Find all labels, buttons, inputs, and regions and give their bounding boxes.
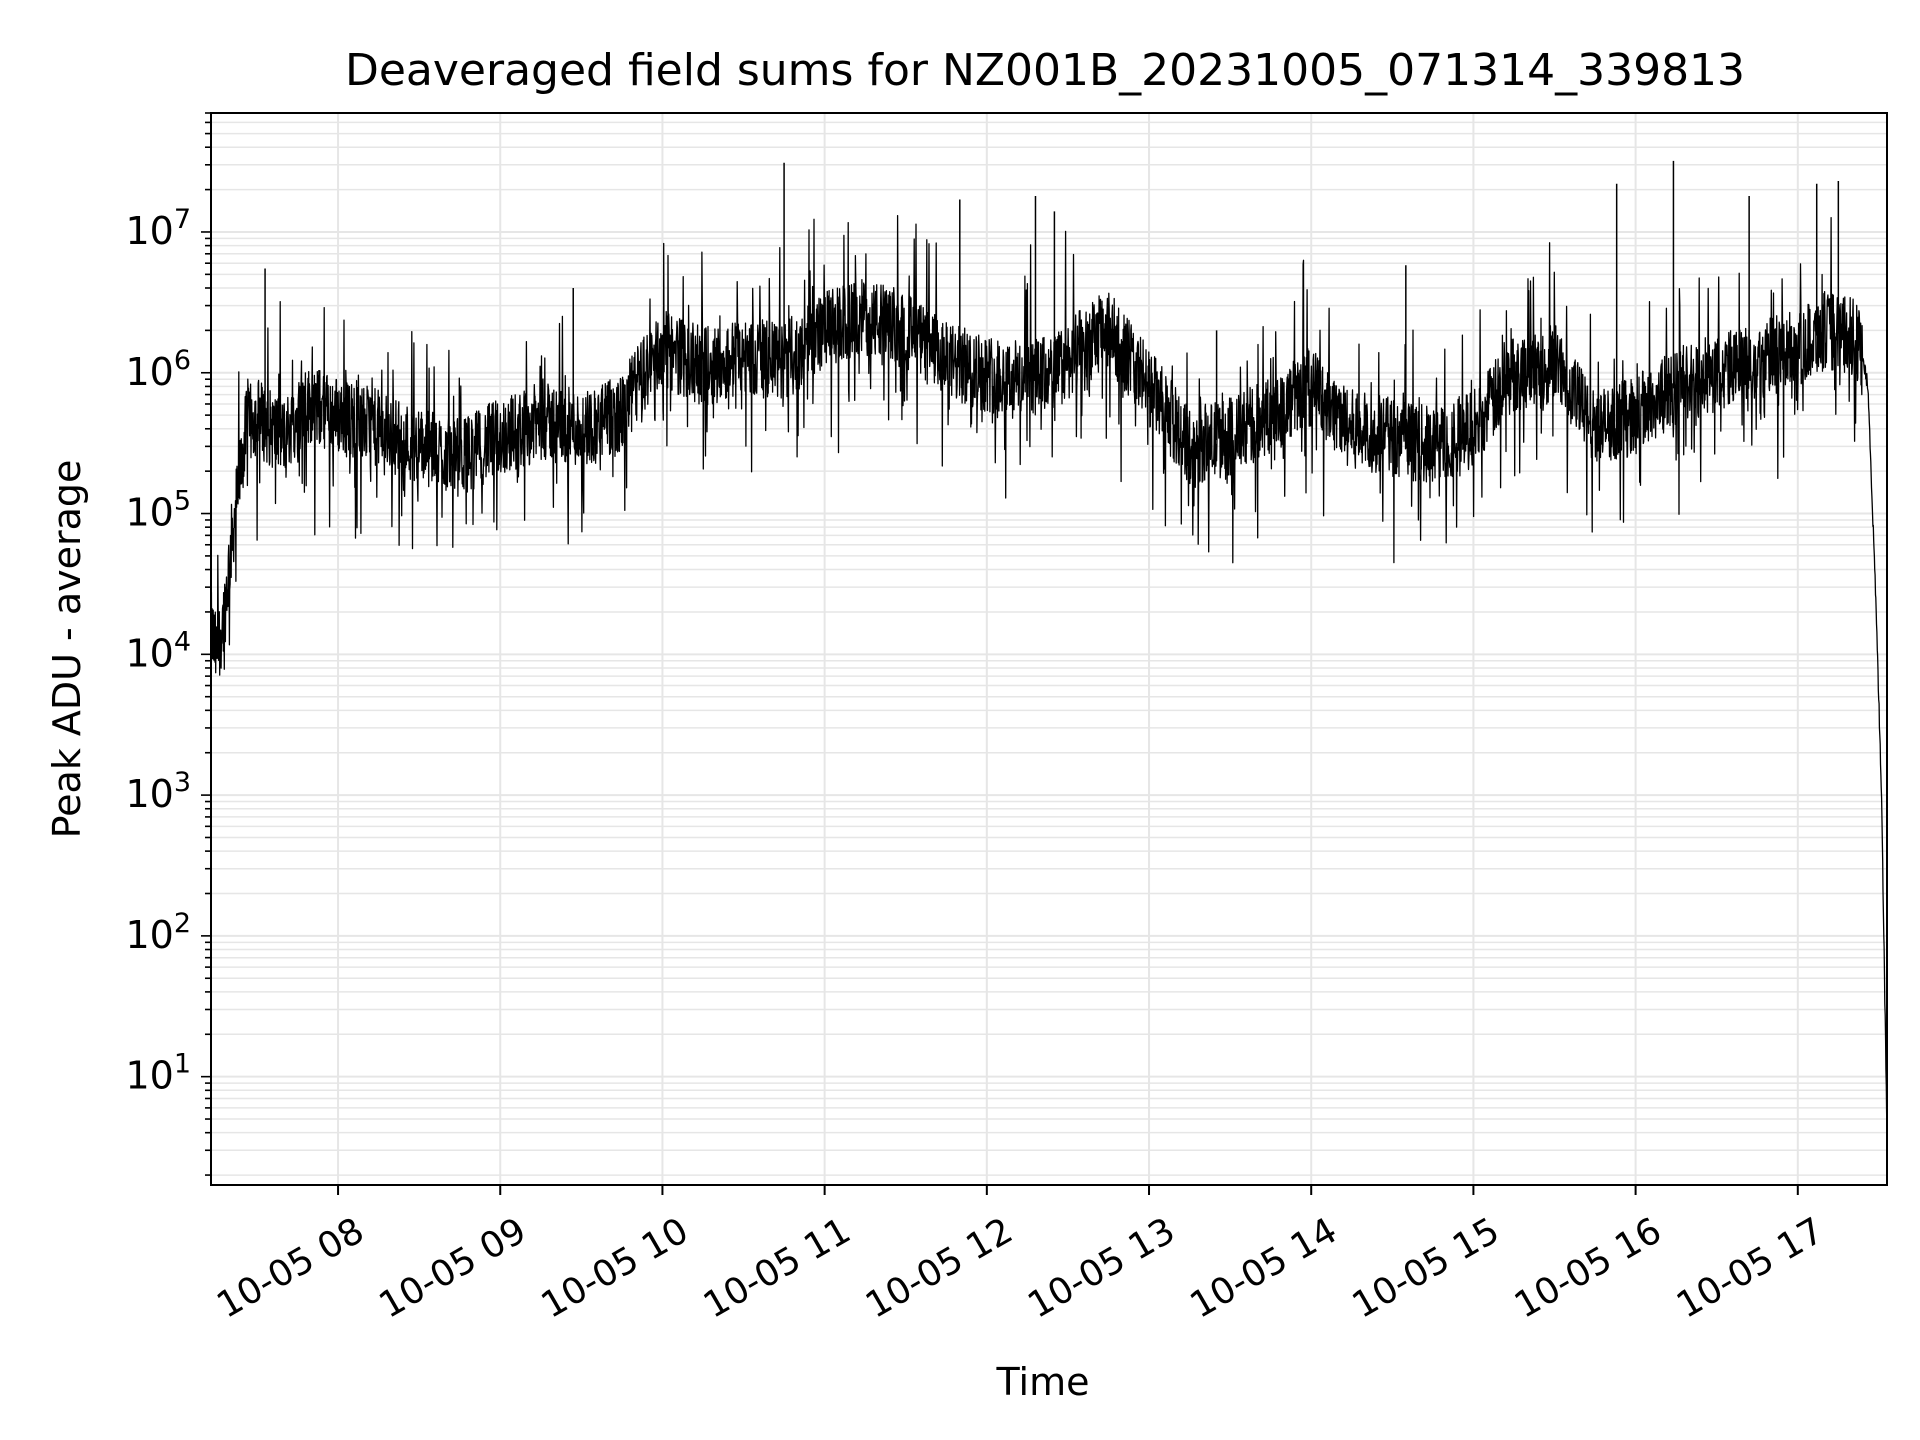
y-tick-label: 105 <box>125 486 191 535</box>
data-line-layer <box>210 160 1888 1138</box>
y-tick-label: 102 <box>125 908 191 957</box>
grid-layer <box>211 112 1887 1185</box>
y-axis-label: Peak ADU - average <box>45 460 89 839</box>
y-tick-label: 107 <box>125 204 191 253</box>
y-tick-label: 104 <box>125 626 191 675</box>
series-line <box>210 214 1888 1138</box>
plot-frame <box>210 112 1888 1186</box>
chart-title: Deaveraged field sums for NZ001B_2023100… <box>345 45 1745 96</box>
y-tick-label: 106 <box>125 345 191 394</box>
x-axis-label: Time <box>996 1360 1090 1404</box>
y-tick-label: 101 <box>125 1049 191 1098</box>
y-tick-label: 103 <box>125 767 191 816</box>
